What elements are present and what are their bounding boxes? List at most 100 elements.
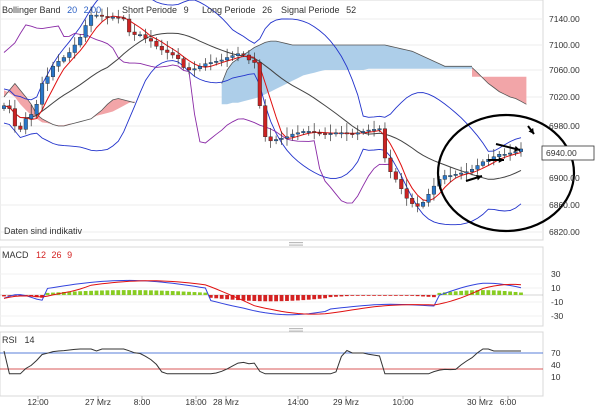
candle-body: [415, 203, 420, 207]
candle-body: [50, 66, 55, 77]
macd-histogram-bar: [219, 295, 224, 299]
price-y-tick: 6900.00: [549, 173, 580, 183]
legend-signal-period: Signal Periode 52: [281, 5, 356, 15]
macd-histogram-bar: [246, 295, 251, 301]
candle-body: [94, 14, 99, 17]
splitter-handle-2[interactable]: [289, 328, 303, 332]
macd-histogram-bar: [334, 295, 338, 297]
candle-body: [2, 105, 6, 109]
indicator-lines: [3, 0, 522, 226]
legend-short-period: Short Periode 9: [122, 5, 189, 15]
bb-name: Bollinger Band: [2, 5, 61, 15]
macd-histogram-bar: [317, 295, 322, 299]
macd-histogram-bar: [127, 290, 132, 295]
candle-body: [388, 157, 393, 172]
candle-body: [328, 133, 333, 135]
rsi-y-tick: 40: [551, 360, 561, 370]
macd-histogram-bar: [372, 295, 376, 296]
candle-body: [132, 31, 137, 35]
candle-body: [56, 61, 61, 67]
candle-body: [197, 66, 202, 69]
macd-histogram-bar: [61, 292, 66, 295]
candle-body: [110, 16, 115, 19]
candle-body: [252, 59, 257, 63]
price-y-tick: 7020.00: [549, 92, 580, 102]
candle-body: [344, 132, 349, 135]
bb-period: 20: [67, 5, 77, 15]
candle-body: [89, 14, 94, 26]
macd-histogram-bar: [241, 295, 246, 301]
macd-histogram-bar: [94, 290, 99, 295]
macd-histogram-bar: [51, 292, 55, 295]
current-price-label: 6940.00: [546, 148, 577, 158]
candle-body: [72, 44, 77, 53]
x-axis-label: 18:00: [185, 397, 207, 407]
macd-histogram-bar: [170, 291, 175, 295]
axes: 7140.00 7100.00 7060.00 7020.00 6980.00 6900.…: [27, 14, 595, 407]
macd-histogram-bar: [410, 295, 415, 296]
candle-body: [78, 37, 83, 46]
candle-body: [339, 132, 344, 135]
candle-body: [312, 131, 317, 133]
candle-body: [203, 63, 208, 67]
candle-body: [138, 34, 143, 36]
macd-histogram-bar: [491, 290, 496, 295]
splitter-handle-1[interactable]: [289, 242, 303, 246]
candle-body: [176, 54, 181, 59]
candle-body: [241, 53, 246, 56]
candle-body: [34, 104, 39, 115]
candle-body: [393, 171, 398, 180]
macd-histogram-bar: [72, 291, 77, 295]
macd-histogram-bar: [192, 292, 197, 295]
candle-body: [361, 131, 366, 133]
price-y-tick: 7060.00: [549, 65, 580, 75]
macd-signal-line: [3, 280, 522, 315]
candle-body: [230, 55, 235, 58]
bearish-cloud-left-edge: [3, 82, 135, 127]
macd-histogram-bar: [475, 290, 480, 295]
x-axis-label: 14:00: [287, 397, 309, 407]
macd-histogram-bar: [519, 292, 523, 295]
lagging-span-line: [3, 24, 391, 204]
macd-histogram-bar: [383, 295, 387, 296]
candle-body: [475, 165, 480, 170]
macd-histogram-bar: [198, 292, 202, 295]
macd-histogram-bar: [508, 291, 513, 295]
macd-histogram-bar: [67, 291, 72, 295]
price-y-tick: 6820.00: [549, 227, 580, 237]
macd-histogram-bar: [393, 295, 398, 296]
candle-body: [317, 132, 322, 135]
macd-histogram-bar: [339, 295, 344, 297]
macd-histogram-bar: [290, 295, 295, 301]
candle-body: [219, 59, 224, 62]
candle-body: [154, 40, 159, 47]
highlight-ellipse: [436, 113, 576, 233]
x-axis-label: 29 Mrz: [333, 397, 359, 407]
candle-body: [497, 154, 502, 157]
macd-histogram-bar: [100, 290, 104, 295]
macd-histogram-bar: [355, 295, 360, 296]
conversion-line: [3, 15, 522, 202]
candle-body: [491, 156, 496, 160]
macd-histogram-bar: [437, 292, 442, 295]
candle-body: [246, 54, 251, 61]
macd-histogram-bar: [328, 295, 333, 298]
macd-histogram-bar: [448, 291, 453, 295]
macd-histogram-bar: [279, 295, 284, 302]
candle-body: [377, 128, 382, 131]
candle-body: [372, 129, 377, 131]
candle-body: [366, 129, 371, 132]
candle-body: [23, 118, 28, 130]
macd-histogram-bar: [187, 291, 191, 295]
macd-histogram-bar: [18, 295, 23, 296]
macd-histogram-bar: [497, 290, 502, 295]
macd-histogram-bar: [377, 295, 382, 296]
candle-body: [116, 16, 121, 19]
bollinger-upper-band: [3, 0, 522, 152]
candle-body: [159, 46, 164, 51]
macd-histogram-bar: [486, 290, 491, 295]
candle-body: [382, 128, 387, 159]
macd-histogram-bar: [257, 295, 262, 302]
macd-histogram-bar: [470, 290, 474, 295]
